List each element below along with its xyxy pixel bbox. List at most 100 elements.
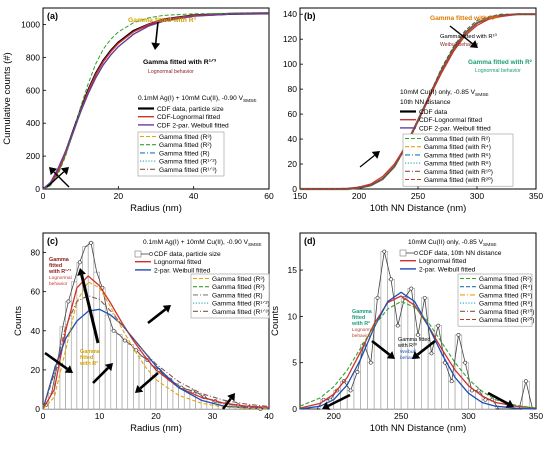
histogram-bar (116, 334, 123, 410)
condition-subscript: SMSE (483, 242, 497, 248)
legend-entry: Gamma fitted (R¹ᐟ³) (159, 167, 217, 174)
legend-box (190, 273, 270, 319)
y-axis-label: Cumulative counts (#) (2, 52, 13, 144)
y-tick-label: 80 (288, 84, 298, 94)
annotation: with R³ (79, 361, 98, 367)
x-axis-label: Radius (nm) (130, 423, 182, 434)
annotation: Gamma fitted with R¹ᐟ³ (143, 58, 217, 66)
data-point (66, 299, 71, 304)
y-tick-label: 0 (35, 404, 40, 414)
annotation: behavior (352, 333, 371, 339)
panel-label: (c) (47, 236, 58, 246)
panel-d: 200 250 300 350 0 5 10 15 10th NN Distance (nm) C… (270, 232, 543, 434)
y-tick-label: 1000 (21, 19, 40, 29)
legend-entry: Gamma fitted (with R²) (424, 136, 490, 143)
y-tick-label: 20 (31, 365, 41, 375)
histogram-bar (380, 251, 388, 410)
annotation: Lognormal (352, 327, 375, 333)
histogram-bar (427, 353, 436, 410)
annotation: fitted (352, 315, 365, 321)
x-tick-label: 0 (41, 191, 46, 201)
arrow-head (322, 401, 331, 410)
y-tick-label: 400 (26, 118, 40, 128)
arrow (222, 397, 232, 410)
x-tick-label: 250 (394, 411, 408, 421)
legend-entry: 2-par. Weibull fitted (154, 267, 211, 274)
histogram-bar (155, 369, 162, 410)
legend-entry: 2-par. Weibull fitted (419, 266, 476, 273)
x-tick-label: 350 (529, 411, 543, 421)
arrow-head (104, 363, 113, 372)
condition-subscript: SMSE (248, 242, 262, 248)
series-line (42, 12, 270, 190)
annotation: with R² (351, 321, 370, 327)
annotation: with R¹ᐟ³ (48, 269, 71, 275)
y-tick-label: 800 (26, 52, 40, 62)
arrow (154, 21, 159, 44)
panel-label: (d) (304, 236, 316, 246)
legend-entry: CDF 2-par. Weibull fitted (157, 122, 229, 129)
x-tick-label: 250 (411, 191, 425, 201)
annotation: with R²⁰ (397, 343, 417, 349)
annotation: Gamma fitted with R³ (128, 17, 197, 24)
legend-entry: Gamma fitted (R¹ᐟ²) (212, 301, 270, 308)
legend-entry: CDF-Lognormal fitted (157, 114, 220, 121)
histogram-bar (522, 380, 530, 410)
x-tick-label: 350 (529, 191, 543, 201)
arrow (416, 339, 436, 356)
arrow-head (60, 167, 69, 176)
series-line (42, 12, 269, 190)
arrow (80, 274, 100, 344)
legend-entry: Gamma fitted (R²) (479, 276, 532, 283)
arrow-head (371, 151, 380, 159)
condition-text: 10th NN distance (400, 99, 451, 106)
annotation: Weibull (400, 349, 416, 355)
annotation: Gamma fitted (398, 337, 430, 343)
legend-entry: CDF 2-par. Weibull fitted (419, 125, 491, 132)
legend-box (402, 133, 514, 187)
legend-entry: Gamma fitted (R¹ᐟ²) (159, 159, 217, 166)
legend-swatch (399, 249, 407, 257)
histogram-bar (110, 330, 117, 410)
annotation: Gamma fitted with R¹⁰ (440, 33, 497, 40)
x-tick-label: 20 (151, 411, 161, 421)
legend-entry: Gamma fitted (with R¹⁰) (424, 168, 493, 176)
histogram-bar (138, 355, 146, 410)
y-tick-label: 80 (31, 248, 41, 258)
histogram-bar (448, 380, 456, 410)
panel-b: 150 200 250 300 350 0 20 40 60 80 100 120 140 10th NN… (283, 7, 543, 214)
panel-label: (b) (304, 11, 316, 21)
fit-line (42, 281, 270, 410)
histogram-bar (367, 362, 375, 410)
arrow (487, 391, 509, 405)
data-point (395, 323, 400, 328)
x-tick-label: 300 (461, 411, 475, 421)
y-tick-label: 100 (283, 59, 297, 69)
histogram-bar (99, 287, 106, 410)
condition-text: 10mM Cu(II) only, -0.85 VSMSE (408, 239, 497, 248)
x-tick-label: 300 (470, 191, 484, 201)
legend-entry: Gamma fitted (R³) (212, 276, 265, 283)
legend-entry: Gamma fitted (R¹⁰) (479, 308, 534, 316)
y-tick-label: 200 (26, 151, 40, 161)
histogram-bar (121, 340, 129, 410)
y-tick-label: 10 (288, 311, 298, 321)
legend-swatch (414, 251, 418, 255)
legend-entry: Gamma fitted (R) (212, 292, 263, 299)
y-tick-label: 20 (288, 159, 298, 169)
fit-line (42, 295, 270, 410)
x-tick-label: 200 (352, 191, 366, 201)
arrow (327, 393, 351, 408)
legend-entry: Gamma fitted (R⁴) (479, 284, 532, 291)
x-tick-label: 60 (264, 191, 274, 201)
series-line (42, 12, 270, 190)
panel-label: (a) (47, 11, 58, 21)
legend-swatch (134, 250, 142, 258)
x-tick-label: 40 (189, 191, 199, 201)
legend-entry: Gamma fitted (with R²⁰) (424, 176, 493, 184)
annotation: fitted (80, 355, 93, 361)
condition-subscript: SMSE (475, 92, 489, 98)
y-tick-label: 140 (283, 9, 297, 19)
legend-entry: Gamma fitted (with R⁶) (424, 152, 491, 159)
